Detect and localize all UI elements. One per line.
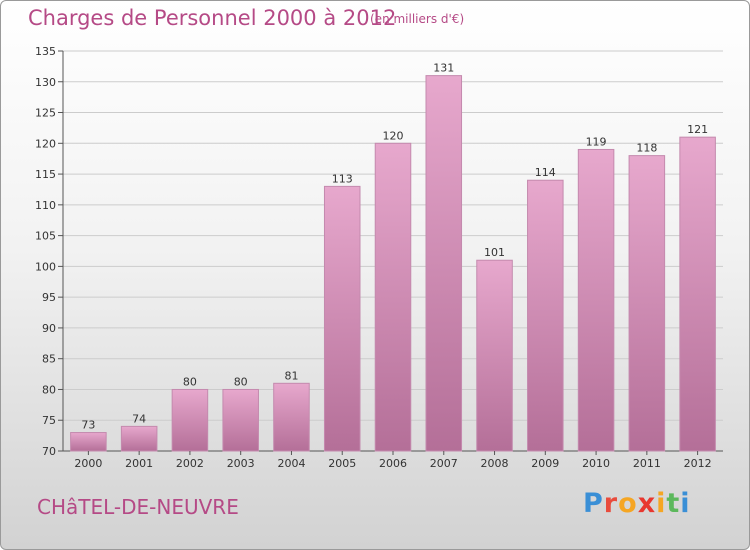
value-label: 121 [687,123,708,136]
x-tick-label: 2004 [277,457,305,470]
bar [476,259,513,452]
logo-letter: o [618,488,638,519]
value-label: 118 [636,142,657,155]
y-tick-label: 130 [35,76,56,89]
y-tick-label: 90 [42,322,56,335]
bar [171,388,209,452]
y-tick-label: 95 [42,291,56,304]
y-tick-label: 70 [42,445,56,458]
y-tick-label: 125 [35,107,56,120]
logo-letter: t [666,488,681,519]
value-label: 80 [234,375,248,388]
x-tick-label: 2002 [176,457,204,470]
value-label: 74 [132,412,146,425]
value-label: 80 [183,375,197,388]
x-tick-label: 2007 [430,457,458,470]
y-tick-label: 100 [35,260,56,273]
logo-letter: i [656,488,667,519]
value-label: 73 [81,419,95,432]
y-tick-label: 80 [42,383,56,396]
value-labels: 73 74 80 80 81 113 120 131 101 114 119 118 121 [81,62,708,432]
bar [577,148,615,452]
logo-letter: x [637,488,657,519]
chart-subtitle: (en milliers d'€) [370,12,465,26]
x-tick-label: 2005 [328,457,356,470]
y-tick-label: 85 [42,353,56,366]
chart-title: Charges de Personnel 2000 à 2012 [28,6,397,30]
logo-letter: i [680,488,691,519]
proxiti-logo[interactable]: Proxiti [583,488,691,519]
x-tick-label: 2012 [684,457,712,470]
bar [222,388,259,452]
x-tick-label: 2003 [227,457,255,470]
y-tick-label: 105 [35,230,56,243]
y-tick-label: 135 [35,45,56,58]
x-tick-label: 2000 [74,457,102,470]
y-tick-label: 120 [35,137,56,150]
x-axis-ticks: 2000 2001 2002 2003 2004 2005 2006 2007 2008 2009… [74,451,712,470]
y-axis-ticks: 70 75 80 85 90 95 100 105 110 115 120 125 130 135 [35,45,63,458]
x-tick-label: 2011 [633,457,661,470]
y-tick-label: 110 [35,199,56,212]
value-label: 120 [383,129,404,142]
logo-letter: P [583,488,604,519]
x-tick-label: 2010 [582,457,610,470]
bar [273,382,310,452]
value-label: 101 [484,246,505,259]
x-tick-label: 2001 [125,457,153,470]
bar [527,179,564,452]
y-tick-label: 115 [35,168,56,181]
bar [120,425,158,452]
value-label: 113 [332,172,353,185]
value-label: 81 [284,369,298,382]
bars [70,75,716,452]
x-tick-label: 2009 [531,457,559,470]
x-tick-label: 2006 [379,457,407,470]
x-tick-label: 2008 [481,457,509,470]
logo-letter: r [603,488,619,519]
bar [679,136,716,452]
bar [323,185,361,452]
bar [70,432,107,452]
place-name: CHâTEL-DE-NEUVRE [37,495,239,519]
bar [425,75,463,452]
bar [374,142,412,452]
bar [628,155,666,452]
y-tick-label: 75 [42,414,56,427]
value-label: 119 [586,135,607,148]
value-label: 131 [433,62,454,75]
value-label: 114 [535,166,556,179]
